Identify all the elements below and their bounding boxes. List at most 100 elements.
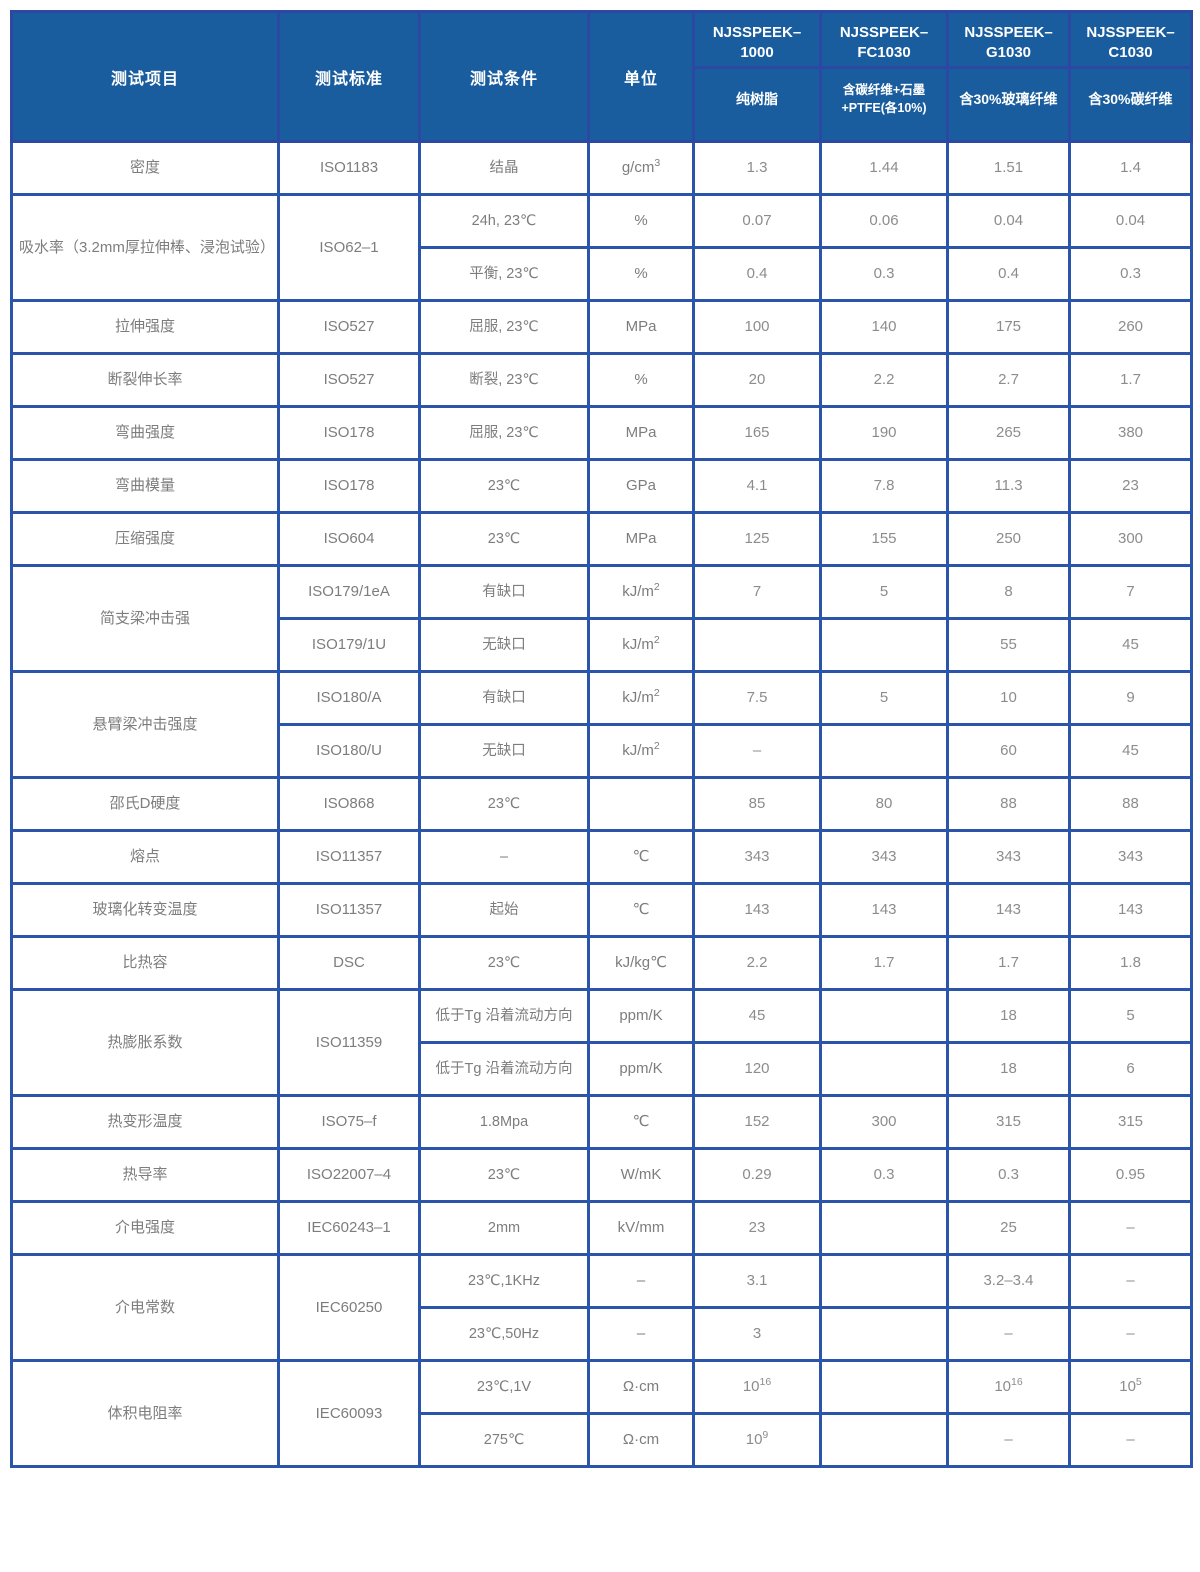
value-cell: 11.3 [946,458,1071,514]
value-cell: 0.4 [946,246,1071,302]
unit-cell: kJ/m2 [587,670,695,726]
header-condition: 测试条件 [418,10,590,143]
header-product-desc: 含碳纤维+石墨 +PTFE(各10%) [819,66,949,143]
value-cell: 0.95 [1068,1147,1193,1203]
value-cell: 45 [1068,723,1193,779]
standard-cell: ISO178 [277,458,421,514]
value-cell: 25 [946,1200,1071,1256]
test-item-cell: 拉伸强度 [10,299,280,355]
value-cell: 3.1 [692,1253,822,1309]
value-cell: – [1068,1412,1193,1468]
standard-cell: ISO62–1 [277,193,421,302]
table-row: 低于Tg 沿着流动方向 ppm/K 120 18 6 [12,1041,1193,1097]
value-cell: – [692,723,822,779]
value-cell: 5 [1068,988,1193,1044]
value-cell: 315 [946,1094,1071,1150]
condition-cell: 23℃,1V [418,1359,590,1415]
standard-cell: IEC60250 [277,1253,421,1362]
value-cell: 1.8 [1068,935,1193,991]
header-product-desc: 含30%玻璃纤维 [946,66,1071,143]
value-cell: 343 [1068,829,1193,885]
value-cell: 343 [692,829,822,885]
table-row: ISO180/U 无缺口 kJ/m2– 60 45 [12,723,1193,779]
value-cell: 1016 [946,1359,1071,1415]
condition-cell: 23℃ [418,935,590,991]
table-row: 弯曲强度 ISO178 屈服, 23℃ MPa 165 190 265 380 [10,405,1193,461]
unit-cell: – [587,1306,695,1362]
unit-cell: MPa [587,405,695,461]
value-cell: 1.7 [946,935,1071,991]
table-row: 弯曲模量 ISO178 23℃ GPa 4.1 7.8 11.3 23 [10,458,1193,514]
standard-cell: ISO179/1eA [277,564,421,620]
value-cell: 5 [819,564,949,620]
unit-cell: MPa [587,511,695,567]
condition-cell: 断裂, 23℃ [418,352,590,408]
value-cell: 343 [819,829,949,885]
value-cell [819,617,949,673]
value-cell: 250 [946,511,1071,567]
value-cell: 23 [1068,458,1193,514]
header-product-name: NJSSPEEK– 1000 [692,10,822,69]
value-cell: 80 [819,776,949,832]
value-cell: – [1068,1253,1193,1309]
value-cell: 3.2–3.4 [946,1253,1071,1309]
standard-cell: DSC [277,935,421,991]
standard-cell: ISO527 [277,299,421,355]
value-cell: 7.5 [692,670,822,726]
condition-cell: 1.8Mpa [418,1094,590,1150]
header-unit: 单位 [587,10,695,143]
value-cell: 175 [946,299,1071,355]
condition-cell: 屈服, 23℃ [418,299,590,355]
header-product-desc: 含30%碳纤维 [1068,66,1193,143]
condition-cell: – [418,829,590,885]
test-item-cell: 介电强度 [10,1200,280,1256]
condition-cell: 平衡, 23℃ [418,246,590,302]
value-cell: 5 [819,670,949,726]
value-cell: 300 [819,1094,949,1150]
unit-cell [587,776,695,832]
value-cell: 18 [946,1041,1071,1097]
test-item-cell: 比热容 [10,935,280,991]
unit-cell: ppm/K [587,988,695,1044]
value-cell: 3 [692,1306,822,1362]
test-item-cell: 弯曲模量 [10,458,280,514]
unit-cell: MPa [587,299,695,355]
standard-cell: ISO527 [277,352,421,408]
header-row-models: 测试项目 测试标准 测试条件 单位 NJSSPEEK– 1000 NJSSPEE… [10,10,1193,143]
table-row: 压缩强度 ISO604 23℃ MPa 125 155 250 300 [10,511,1193,567]
value-cell: 45 [692,988,822,1044]
unit-cell: GPa [587,458,695,514]
table-row: 密度 ISO1183 结晶 g/cm3 1.3 1.44 1.51 1.4 [10,140,1193,196]
value-cell [819,1200,949,1256]
header-standard: 测试标准 [277,10,421,143]
condition-cell: 起始 [418,882,590,938]
value-cell: 125 [692,511,822,567]
standard-cell: IEC60243–1 [277,1200,421,1256]
value-cell: 0.3 [1068,246,1193,302]
unit-cell: W/mK [587,1147,695,1203]
value-cell: 88 [946,776,1071,832]
value-cell: 8 [946,564,1071,620]
value-cell: 120 [692,1041,822,1097]
value-cell: 260 [1068,299,1193,355]
table-row: 拉伸强度 ISO527 屈服, 23℃ MPa 100 140 175 260 [10,299,1193,355]
header-product-name: NJSSPEEK– G1030 [946,10,1071,69]
value-cell [819,723,949,779]
value-cell [819,988,949,1044]
unit-cell: Ω·cm [587,1412,695,1468]
standard-cell: ISO75–f [277,1094,421,1150]
test-item-cell: 介电常数 [10,1253,280,1362]
value-cell: 20 [692,352,822,408]
value-cell [819,1041,949,1097]
value-cell: 300 [1068,511,1193,567]
value-cell: 165 [692,405,822,461]
test-item-cell: 密度 [10,140,280,196]
value-cell: 45 [1068,617,1193,673]
standard-cell: ISO178 [277,405,421,461]
table-row: 熔点 ISO11357– ℃ 343 343 343 343 [10,829,1193,885]
condition-cell: 23℃,1KHz [418,1253,590,1309]
test-item-cell: 熔点 [10,829,280,885]
table-row: ISO179/1U 无缺口 kJ/m2 55 45 [12,617,1193,673]
table-row: 热导率 ISO22007–4 23℃ W/mK 0.29 0.3 0.3 0.95 [10,1147,1193,1203]
